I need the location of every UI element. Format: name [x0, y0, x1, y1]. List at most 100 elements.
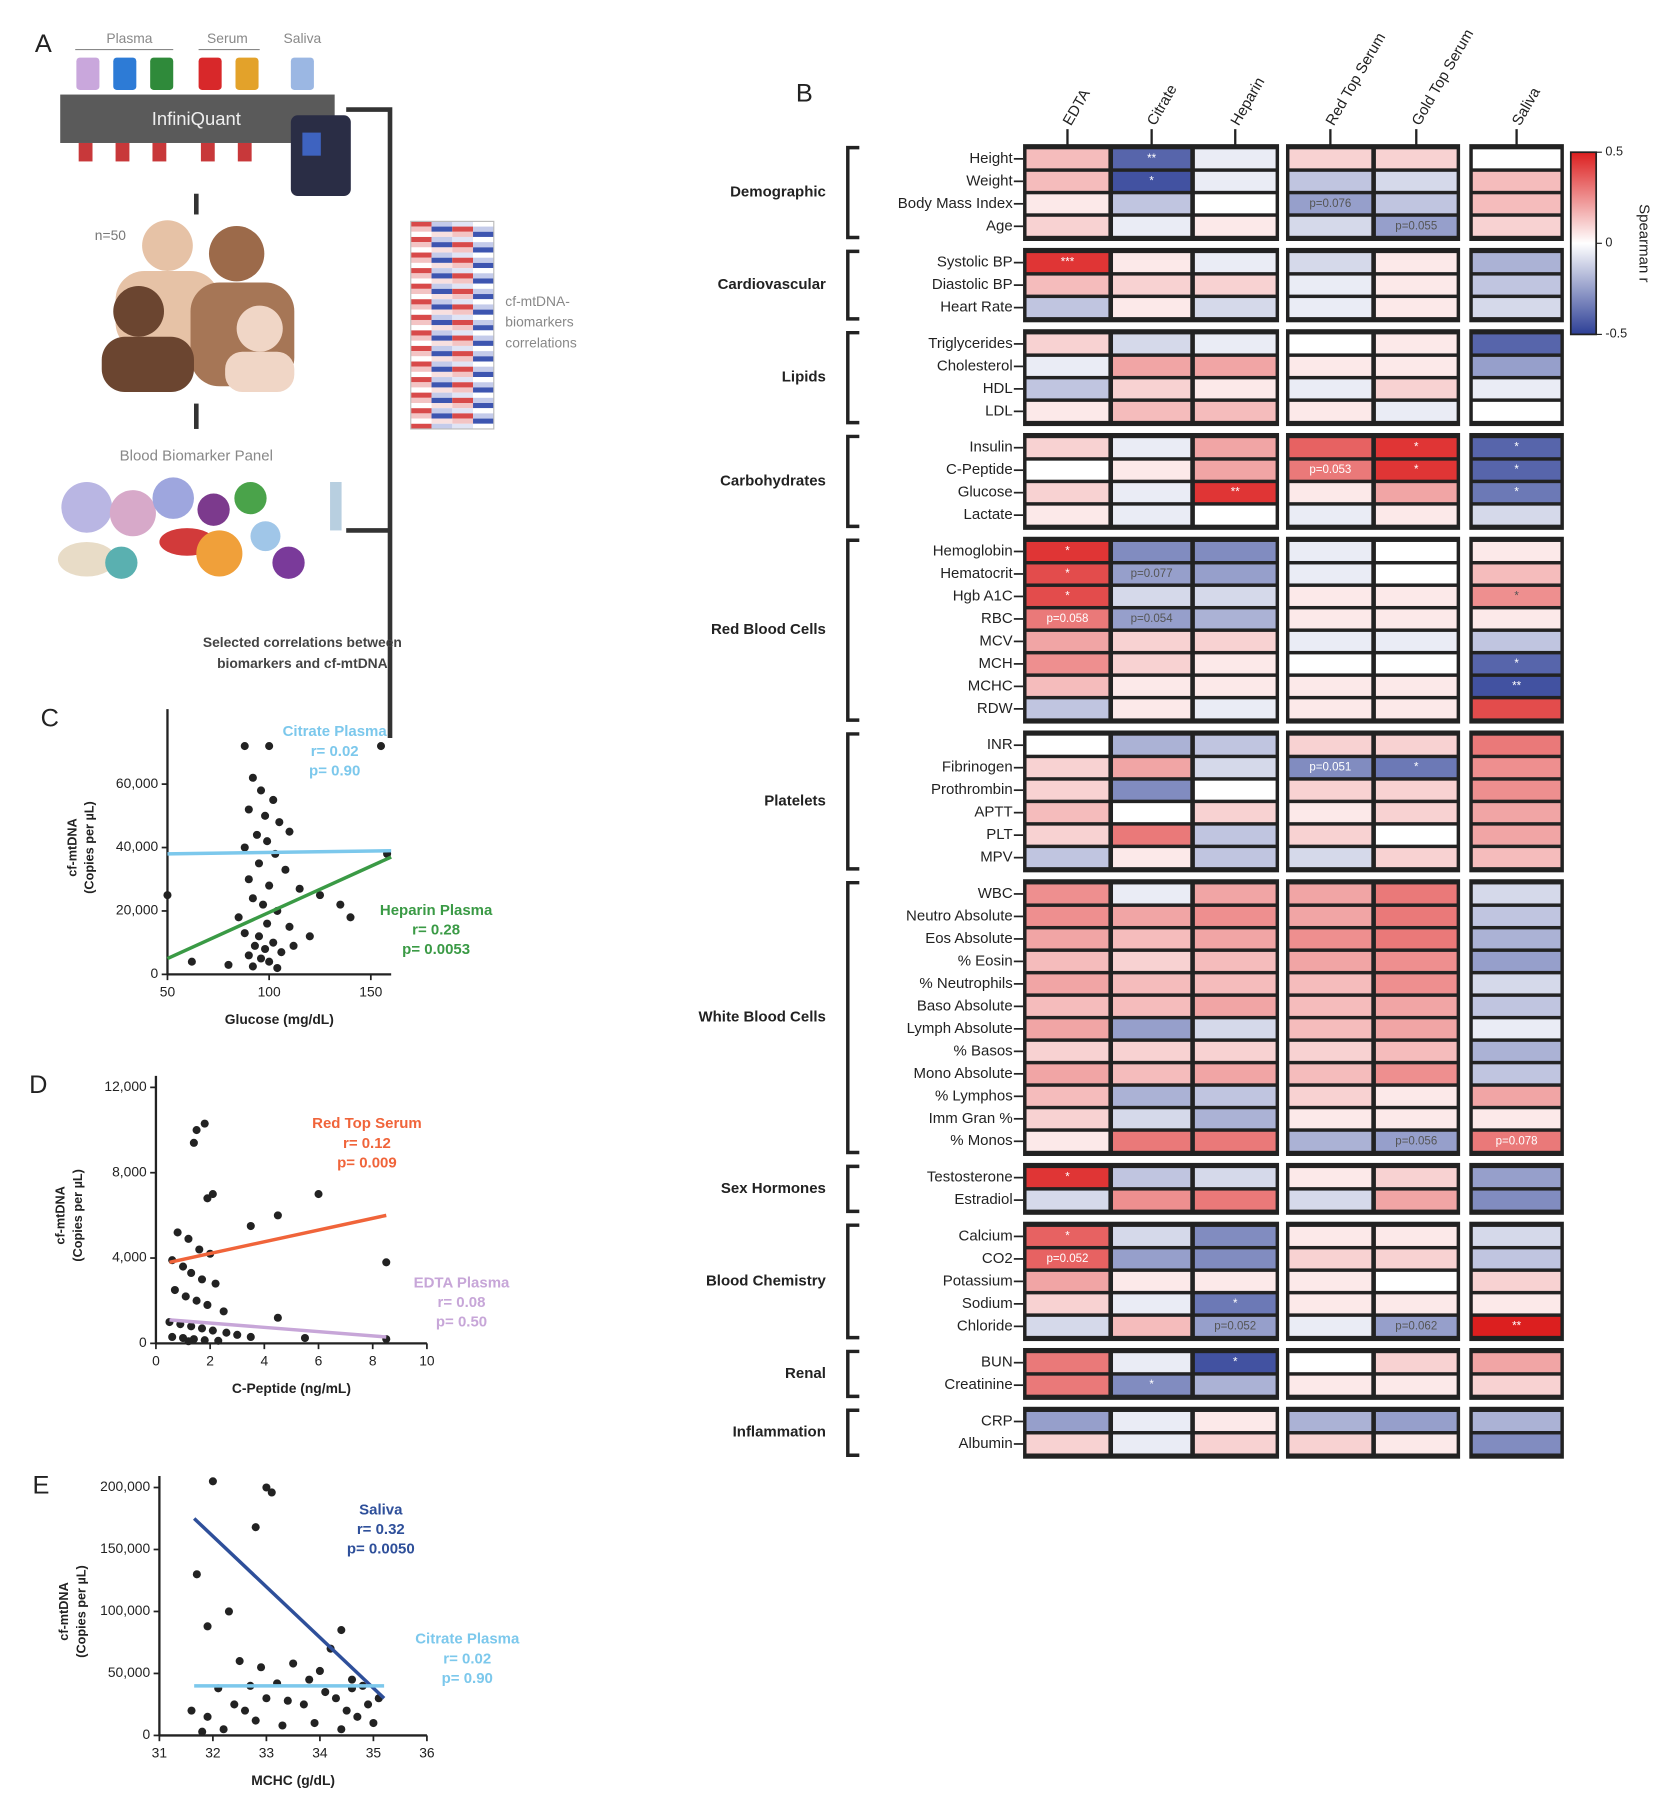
- mini-cell: [452, 252, 474, 258]
- point: [315, 1666, 324, 1676]
- row-label: Baso Absolute: [917, 997, 1013, 1014]
- point: [336, 900, 345, 909]
- mini-cell: [452, 340, 474, 346]
- heat-cell: [1289, 586, 1372, 606]
- panel-letter: C: [41, 704, 59, 732]
- mini-cell: [431, 423, 453, 429]
- point: [261, 944, 270, 954]
- heat-cell: [1375, 609, 1457, 629]
- heat-cell: [1194, 758, 1276, 778]
- heat-cell: [1026, 505, 1109, 525]
- heat-cell: [1113, 438, 1191, 458]
- heat-cell: [1289, 564, 1372, 584]
- mini-cell: [452, 408, 474, 414]
- heat-cell: [1375, 356, 1457, 376]
- point: [197, 1275, 207, 1284]
- heat-cell: [1472, 460, 1561, 480]
- heat-cell: [1026, 356, 1109, 376]
- heat-cell: [1375, 1190, 1457, 1210]
- cell-annotation: *: [1514, 442, 1519, 454]
- heat-cell: [1472, 758, 1561, 778]
- heat-cell: [1194, 541, 1276, 561]
- heat-cell: [1289, 758, 1372, 778]
- mini-cell: [431, 366, 453, 372]
- fit-line: [166, 855, 392, 961]
- point: [203, 1622, 212, 1631]
- heat-cell: [1472, 379, 1561, 399]
- heat-cell: [1289, 929, 1372, 949]
- point: [240, 929, 249, 938]
- cell-annotation: *: [1065, 568, 1070, 580]
- row-label: Sodium: [962, 1295, 1013, 1312]
- x-tick-label: 0: [152, 1352, 160, 1368]
- cell-annotation: *: [1514, 590, 1519, 602]
- group-label: White Blood Cells: [699, 1009, 826, 1026]
- heat-cell: [1026, 1131, 1109, 1151]
- mini-cell: [452, 278, 474, 284]
- heat-cell: [1113, 194, 1191, 214]
- mini-cell: [473, 366, 494, 372]
- heat-cell: [1375, 1086, 1457, 1106]
- cell-annotation: *: [1414, 762, 1419, 774]
- heat-cell: [1026, 609, 1109, 629]
- mini-cell: [473, 283, 494, 289]
- heat-cell: [1194, 676, 1276, 696]
- heat-cell: [1472, 275, 1561, 295]
- heat-cell: [1375, 1019, 1457, 1039]
- point: [261, 811, 270, 820]
- mini-cell: [431, 330, 453, 336]
- group-label: Sex Hormones: [721, 1180, 826, 1197]
- mini-cell: [473, 221, 494, 227]
- point: [203, 1300, 212, 1310]
- column-label: Heparin: [1227, 75, 1268, 129]
- heat-cell: [1194, 1294, 1276, 1314]
- mini-cell: [452, 294, 474, 300]
- x-tick-label: 35: [366, 1745, 382, 1761]
- point: [254, 932, 264, 941]
- heat-cell: [1113, 1131, 1191, 1151]
- row-label: Triglycerides: [928, 335, 1012, 352]
- heat-cell: [1472, 483, 1561, 503]
- heat-cell: [1026, 631, 1109, 651]
- cell-annotation: *: [1149, 1379, 1154, 1391]
- mini-cell: [452, 351, 474, 357]
- heat-cell: [1289, 1249, 1372, 1269]
- y-axis-title: cf-mtDNA: [65, 818, 79, 876]
- point: [211, 1279, 220, 1288]
- mini-cell: [410, 392, 432, 398]
- heat-cell: [1375, 1411, 1457, 1432]
- row-label: Testosterone: [927, 1169, 1013, 1186]
- row-label: Mono Absolute: [914, 1065, 1013, 1082]
- mini-cell: [410, 242, 432, 248]
- heat-cell: [1375, 758, 1457, 778]
- mini-cell: [431, 252, 453, 258]
- heat-cell: [1375, 848, 1457, 868]
- mini-cell: [431, 304, 453, 310]
- point: [263, 919, 272, 928]
- row-label: Prothrombin: [931, 781, 1013, 798]
- point: [203, 1712, 212, 1721]
- heat-cell: [1375, 654, 1457, 674]
- y-tick-label: 0: [151, 965, 159, 981]
- heat-cell: [1375, 334, 1457, 354]
- heat-cell: [1113, 974, 1191, 994]
- row-label: Hemoglobin: [933, 542, 1013, 559]
- x-tick-label: 2: [206, 1352, 214, 1368]
- heat-cell: [1026, 401, 1109, 421]
- heat-cell: [1026, 216, 1109, 236]
- point: [200, 1336, 209, 1345]
- point: [234, 913, 243, 922]
- heat-cell: [1289, 1316, 1372, 1336]
- heat-cell: [1113, 929, 1191, 949]
- mini-cell: [452, 288, 474, 295]
- mini-cell: [473, 382, 494, 388]
- fit-stat: p= 0.009: [337, 1154, 397, 1171]
- column-label: Red Top Serum: [1323, 30, 1390, 128]
- mini-cell: [473, 345, 494, 352]
- heat-cell: [1026, 275, 1109, 295]
- group-label: Carbohydrates: [720, 472, 826, 489]
- point: [265, 957, 274, 966]
- heat-cell: [1026, 1375, 1109, 1395]
- row-label: WBC: [978, 885, 1013, 902]
- mini-cell: [473, 408, 494, 414]
